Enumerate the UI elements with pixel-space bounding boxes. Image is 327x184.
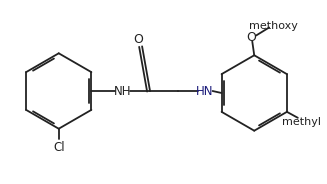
Text: O: O — [133, 33, 143, 46]
Text: methyl: methyl — [282, 117, 321, 127]
Text: O: O — [246, 31, 256, 44]
Text: methoxy: methoxy — [249, 20, 298, 31]
Text: NH: NH — [113, 84, 131, 98]
Text: HN: HN — [196, 84, 214, 98]
Text: Cl: Cl — [53, 141, 64, 154]
